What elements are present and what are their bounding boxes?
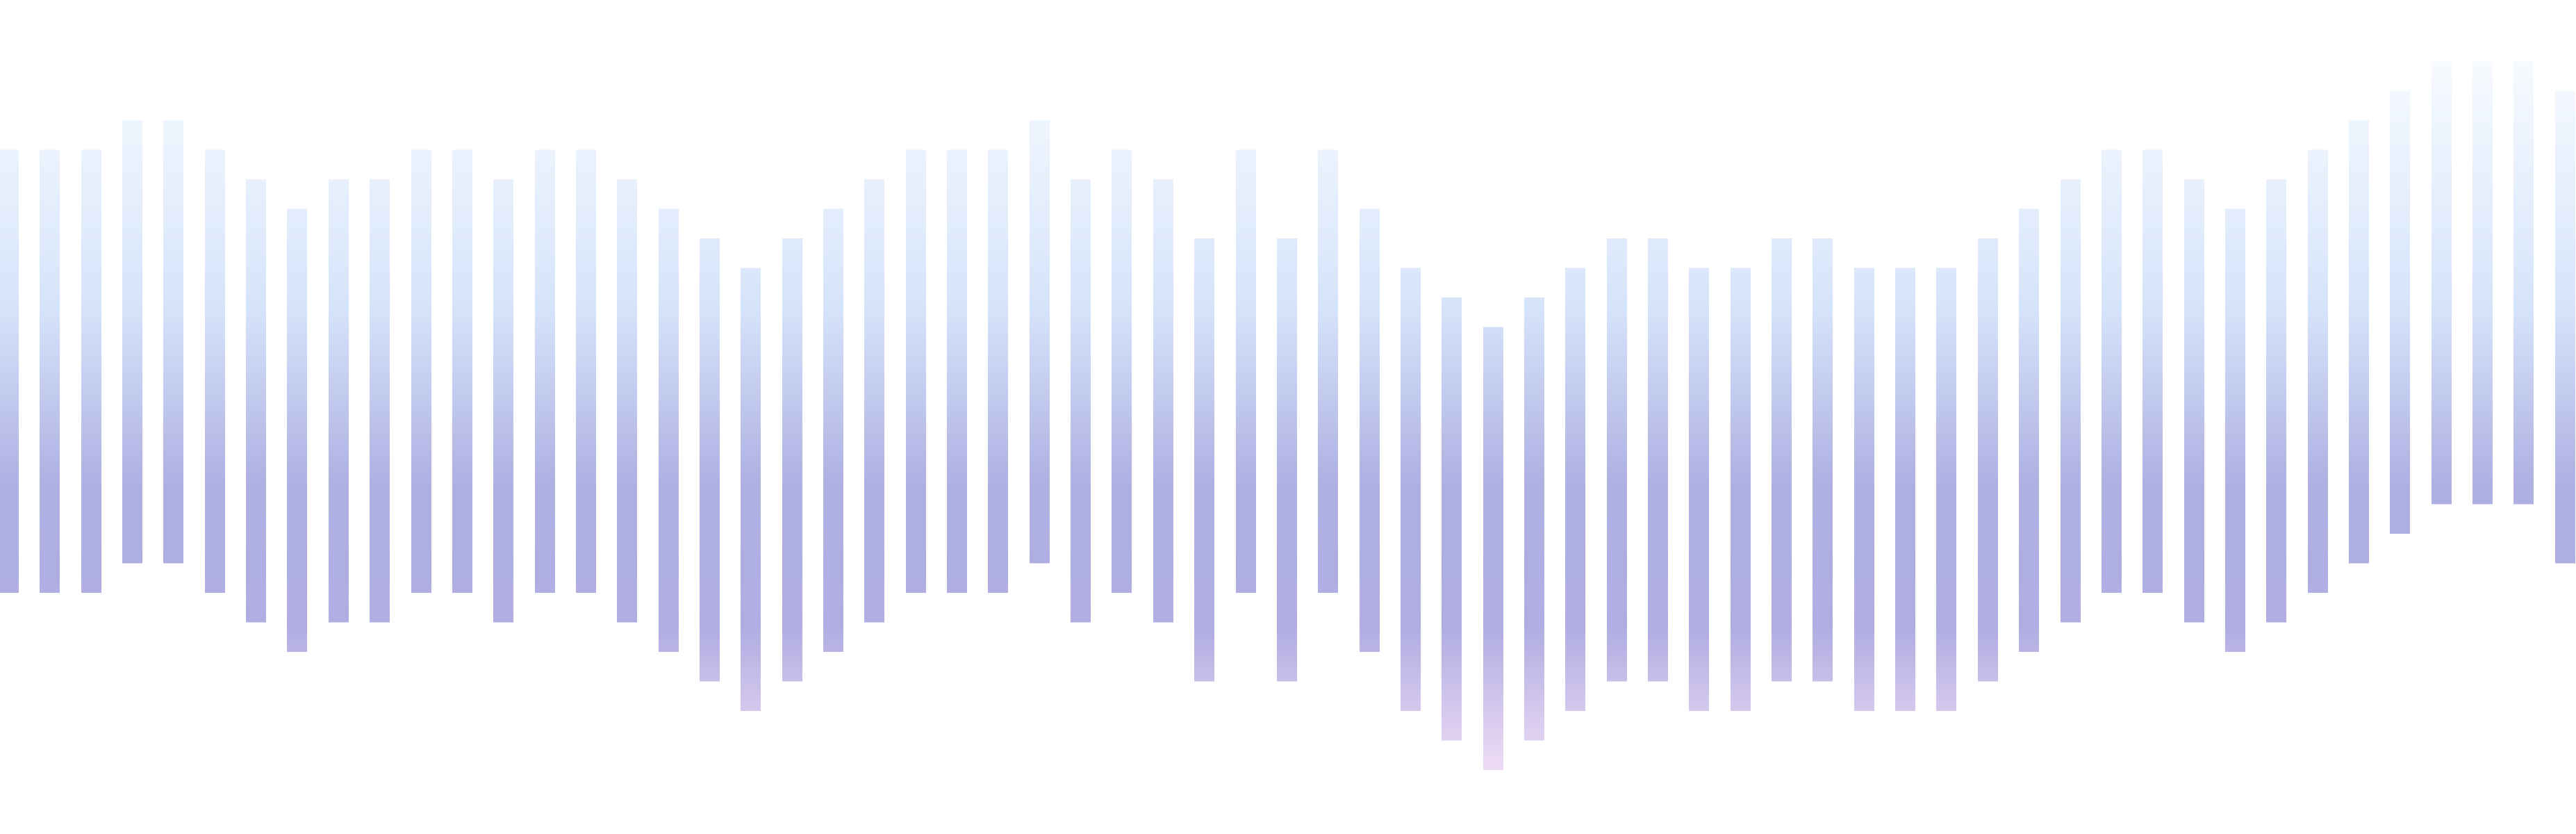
equalizer-bar <box>2308 149 2328 593</box>
equalizer-bar <box>1442 297 1462 741</box>
equalizer-bar <box>2266 179 2286 623</box>
equalizer-bar <box>1978 238 1998 682</box>
equalizer-bar <box>741 268 761 711</box>
equalizer-bar <box>2555 90 2575 564</box>
equalizer-bar <box>1071 179 1091 623</box>
equalizer-bar <box>287 208 307 652</box>
equalizer-bar <box>1607 238 1627 682</box>
equalizer-bar <box>2142 149 2163 593</box>
equalizer-bar <box>1236 149 1256 593</box>
equalizer-bar <box>493 179 513 623</box>
equalizer-bar <box>1153 179 1173 623</box>
equalizer-bar <box>1483 327 1503 770</box>
equalizer-bar <box>906 149 926 593</box>
equalizer-bar <box>81 149 101 593</box>
equalizer-bar <box>1030 120 1050 564</box>
equalizer-bar <box>2390 90 2410 534</box>
equalizer-bar <box>864 179 884 623</box>
equalizer-bar <box>1565 268 1585 711</box>
equalizer-bar <box>2019 208 2039 652</box>
equalizer-bar <box>659 208 679 652</box>
equalizer-bar <box>700 238 720 682</box>
equalizer-bar <box>40 149 60 593</box>
equalizer-bar <box>452 149 472 593</box>
equalizer-bar <box>0 149 19 593</box>
equalizer-bar <box>782 238 802 682</box>
equalizer-bar <box>535 149 555 593</box>
equalizer-bar <box>2349 120 2369 564</box>
equalizer-bar <box>1813 238 1833 682</box>
equalizer-bar <box>1895 268 1915 711</box>
equalizer-bar <box>1648 238 1668 682</box>
equalizer-bar <box>163 120 183 564</box>
equalizer-bar <box>411 149 431 593</box>
equalizer-bar <box>2225 208 2245 652</box>
equalizer-bar <box>370 179 390 623</box>
equalizer-bar <box>988 149 1008 593</box>
equalizer-bar <box>246 179 266 623</box>
equalizer-bar <box>2472 61 2493 505</box>
equalizer-bar <box>1936 268 1956 711</box>
equalizer-bar <box>2431 61 2452 505</box>
equalizer-bar <box>205 149 225 593</box>
equalizer-bar <box>122 120 142 564</box>
equalizer-bar <box>617 179 637 623</box>
equalizer-bar <box>2102 149 2122 593</box>
equalizer-bar <box>1194 238 1214 682</box>
equalizer-bar <box>823 208 843 652</box>
equalizer-bar <box>1277 238 1297 682</box>
equalizer-bar <box>2184 179 2204 623</box>
equalizer-bar <box>1401 268 1421 711</box>
equalizer-bar <box>1689 268 1709 711</box>
equalizer-bar <box>2061 179 2081 623</box>
equalizer-bar <box>576 149 596 593</box>
equalizer-bar <box>1854 268 1874 711</box>
equalizer-bar <box>1772 238 1792 682</box>
equalizer-bar <box>947 149 967 593</box>
equalizer-bar <box>1731 268 1751 711</box>
bars-group <box>0 61 2575 770</box>
equalizer-bar <box>1318 149 1338 593</box>
equalizer-bar <box>329 179 349 623</box>
equalizer-bar <box>2513 61 2534 505</box>
equalizer-bar <box>1112 149 1132 593</box>
equalizer-bar <box>1524 297 1544 741</box>
equalizer-bar <box>1360 208 1380 652</box>
